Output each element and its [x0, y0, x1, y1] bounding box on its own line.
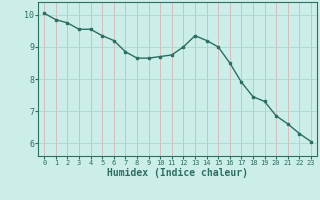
X-axis label: Humidex (Indice chaleur): Humidex (Indice chaleur) — [107, 168, 248, 178]
